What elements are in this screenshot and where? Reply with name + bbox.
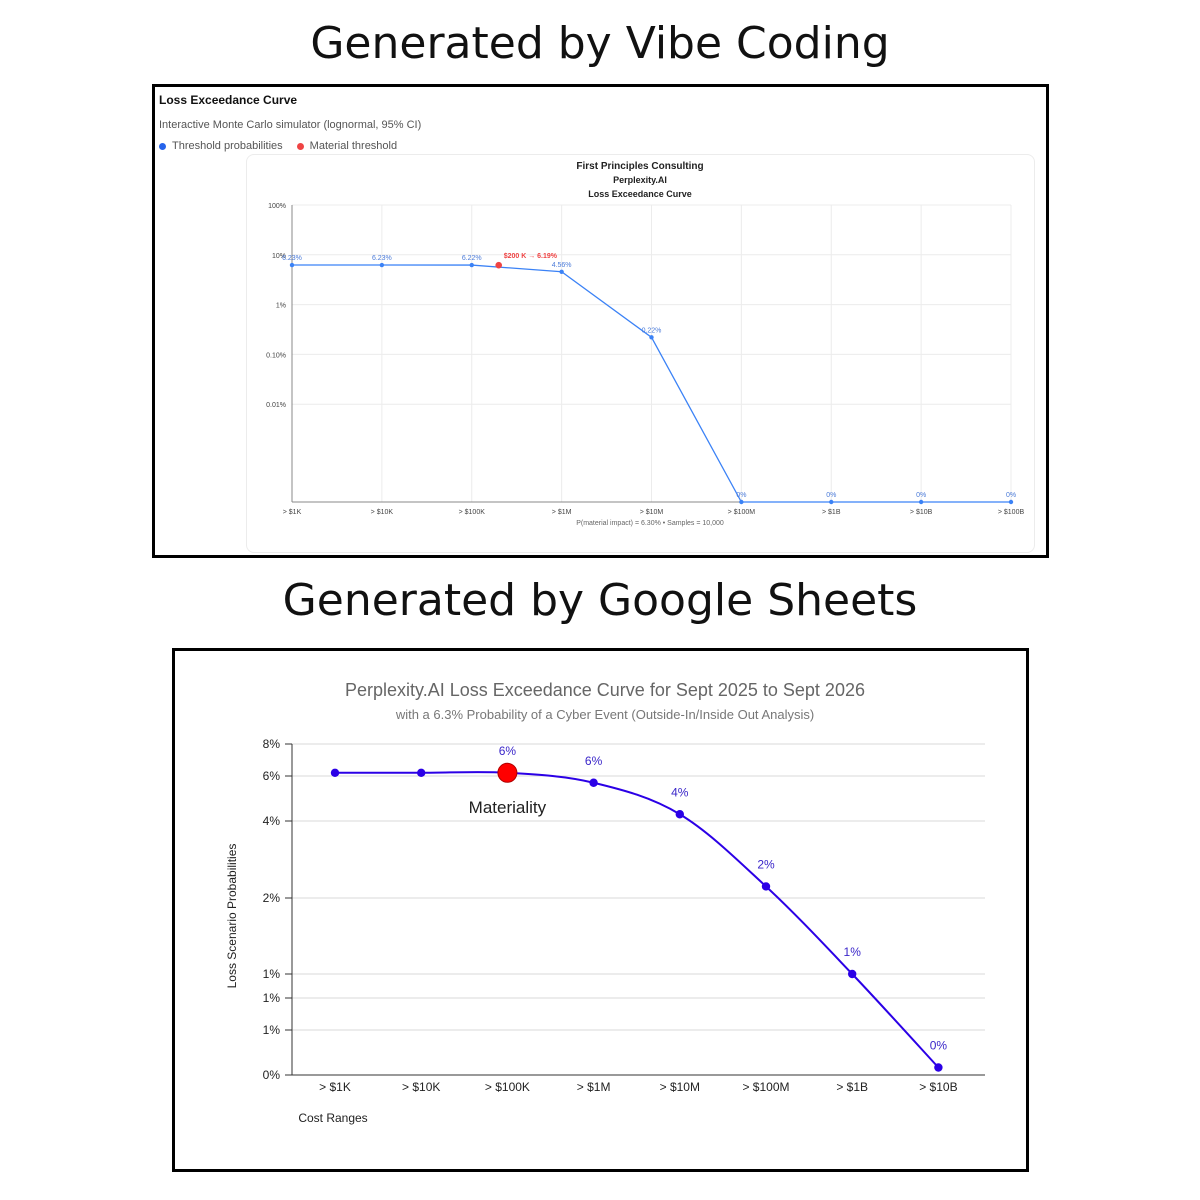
x-tick-label: > $10B (919, 1080, 957, 1094)
data-point (289, 262, 295, 268)
data-point (739, 499, 744, 505)
data-point (918, 499, 924, 505)
y-tick-label: 1% (263, 1023, 281, 1037)
data-label: 6.23% (372, 255, 392, 262)
y-tick-label: 10% (272, 253, 286, 260)
data-label: 0% (736, 492, 746, 499)
chart-title-line: First Principles Consulting (576, 161, 703, 172)
y-tick-label: 0% (263, 1068, 281, 1082)
data-label: 6.22% (462, 255, 482, 262)
series-line (335, 771, 940, 1069)
data-label: 0.22% (642, 327, 662, 334)
chart-title-line: Perplexity.AI (613, 175, 667, 185)
data-label: 6% (585, 754, 603, 768)
legend-label: Threshold probabilities (172, 140, 283, 152)
google-sheets-panel: Perplexity.AI Loss Exceedance Curve for … (172, 648, 1029, 1172)
data-point (330, 768, 340, 777)
y-tick-label: 0.01% (266, 402, 286, 409)
loss-exceedance-chart-2: Perplexity.AI Loss Exceedance Curve for … (225, 680, 985, 1125)
y-tick-label: 1% (263, 991, 281, 1005)
y-tick-label: 4% (263, 814, 281, 828)
x-tick-label: > $1M (577, 1080, 611, 1094)
x-tick-label: > $10M (660, 1080, 700, 1094)
data-point (761, 882, 771, 891)
chart-card (246, 154, 1035, 553)
x-tick-label: > $100K (459, 509, 486, 516)
chart-subtitle: with a 6.3% Probability of a Cyber Event… (395, 707, 814, 722)
x-tick-label: > $1K (319, 1080, 351, 1094)
data-label: 4.56% (552, 262, 572, 269)
data-label: 0% (916, 492, 926, 499)
x-tick-label: > $10K (402, 1080, 440, 1094)
y-tick-label: 6% (263, 769, 281, 783)
x-axis-title: Cost Ranges (298, 1111, 367, 1125)
data-label: 2% (757, 857, 775, 871)
data-point (417, 768, 426, 777)
data-label: 6% (499, 744, 517, 758)
chart-title-line: Loss Exceedance Curve (588, 189, 692, 199)
materiality-label: Materiality (469, 798, 547, 817)
legend: Threshold probabilities Material thresho… (159, 140, 397, 152)
x-tick-label: > $100M (742, 1080, 789, 1094)
y-axis-title: Loss Scenario Probabilities (225, 844, 239, 989)
x-tick-label: > $100B (998, 509, 1025, 516)
data-point (379, 262, 385, 268)
data-point (829, 499, 834, 505)
data-label: 0% (826, 492, 836, 499)
data-label: 6.23% (282, 255, 302, 262)
data-point (848, 969, 857, 979)
materiality-marker (497, 762, 518, 783)
panel-title: Loss Exceedance Curve (159, 93, 298, 107)
data-label: 1% (844, 945, 862, 959)
chart-title: Perplexity.AI Loss Exceedance Curve for … (345, 680, 865, 700)
heading-google-sheets: Generated by Google Sheets (282, 575, 918, 626)
y-tick-label: 100% (268, 203, 286, 210)
legend-dot-red (296, 142, 304, 150)
x-tick-label: > $10K (371, 509, 394, 516)
data-label: 4% (671, 785, 689, 799)
x-tick-label: > $100M (728, 509, 756, 516)
data-point (649, 335, 654, 340)
legend-label: Material threshold (309, 140, 398, 152)
legend-item-threshold: Threshold probabilities (159, 140, 283, 152)
data-point (469, 262, 474, 268)
x-tick-label: > $10B (910, 509, 933, 516)
heading-vibe-coding: Generated by Vibe Coding (310, 18, 890, 69)
data-point (589, 778, 598, 787)
material-threshold-label: $200 K → 6.19% (504, 253, 558, 260)
y-tick-label: 2% (263, 891, 281, 905)
data-point (559, 269, 564, 274)
panel-subtitle: Interactive Monte Carlo simulator (logno… (159, 119, 422, 131)
y-tick-label: 1% (276, 303, 286, 310)
legend-item-material: Material threshold (296, 140, 398, 152)
data-point (675, 810, 684, 819)
data-point (934, 1063, 943, 1072)
x-tick-label: > $1M (552, 509, 572, 516)
chart-footer: P(material impact) = 6.30% • Samples = 1… (576, 520, 724, 527)
x-tick-label: > $100K (485, 1080, 530, 1094)
x-tick-label: > $10M (640, 509, 664, 516)
y-tick-label: 0.10% (266, 352, 286, 359)
x-tick-label: > $1K (283, 509, 302, 516)
x-tick-label: > $1B (836, 1080, 868, 1094)
loss-exceedance-chart-1: First Principles Consulting Perplexity.AI… (266, 161, 1025, 527)
x-tick-label: > $1B (822, 509, 841, 516)
data-label: 0% (930, 1039, 948, 1053)
data-point (1008, 499, 1014, 505)
y-tick-label: 8% (263, 737, 281, 751)
legend-dot-blue (159, 142, 166, 150)
material-threshold-marker (495, 261, 503, 269)
y-tick-label: 1% (263, 967, 281, 981)
data-label: 0% (1006, 492, 1016, 499)
vibe-coding-panel: Loss Exceedance Curve Interactive Monte … (152, 84, 1049, 558)
